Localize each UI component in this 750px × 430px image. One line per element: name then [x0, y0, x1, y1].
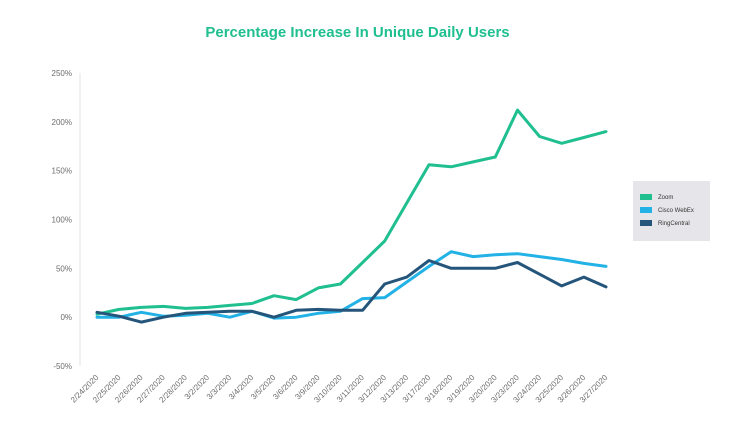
y-tick-label: 150%	[52, 167, 72, 176]
legend-swatch	[640, 207, 652, 213]
series-lines	[95, 108, 608, 324]
y-tick-label: -50%	[53, 362, 72, 371]
y-tick-label: 100%	[52, 216, 72, 225]
x-axis: 2/24/20202/25/20202/26/20202/27/20202/28…	[69, 373, 610, 405]
legend-swatch	[640, 220, 652, 226]
series-line-2	[95, 259, 608, 324]
chart-title: Percentage Increase In Unique Daily User…	[205, 24, 510, 41]
y-tick-label: 50%	[56, 264, 72, 273]
legend-swatch	[640, 194, 652, 200]
y-axis: -50% 0% 50% 100% 150% 200% 250%	[52, 69, 81, 371]
legend-label: Zoom	[658, 195, 673, 201]
y-tick-label: 200%	[52, 118, 72, 127]
legend-label: Cisco WebEx	[658, 208, 694, 214]
y-tick-label: 0%	[60, 313, 72, 322]
legend-label: RingCentral	[658, 221, 690, 227]
y-tick-label: 250%	[52, 69, 72, 78]
legend: Zoom Cisco WebEx RingCentral	[633, 181, 710, 241]
series-line-0	[95, 108, 608, 316]
